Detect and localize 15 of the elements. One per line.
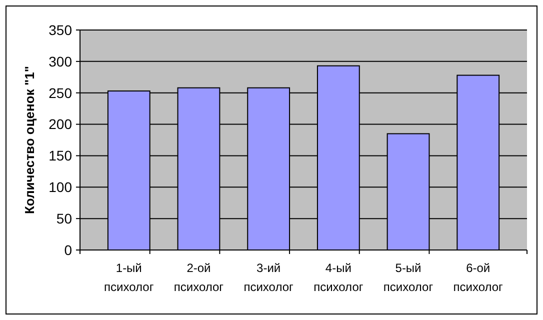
x-tick-label: 5-ый психолог — [383, 261, 434, 294]
y-tick-label: 100 — [48, 179, 72, 196]
y-tick-label: 300 — [48, 53, 72, 70]
x-tick-label: 1-ый психолог — [104, 261, 154, 294]
y-tick-label: 350 — [48, 22, 72, 38]
x-tick-label: 4-ый психолог — [314, 261, 364, 294]
y-tick-label: 250 — [48, 84, 72, 101]
x-tick-label: 6-ой психолог — [453, 261, 504, 294]
y-tick-label: 150 — [48, 148, 72, 164]
x-tick-label: 2-ой психолог — [174, 261, 224, 294]
y-tick-label: 200 — [48, 116, 72, 132]
x-tick-label: 3-ий психолог — [244, 261, 294, 294]
y-tick-label: 50 — [56, 210, 72, 226]
y-axis-title: Количество оценок "1" — [22, 66, 37, 214]
y-tick-label: 0 — [64, 242, 72, 258]
